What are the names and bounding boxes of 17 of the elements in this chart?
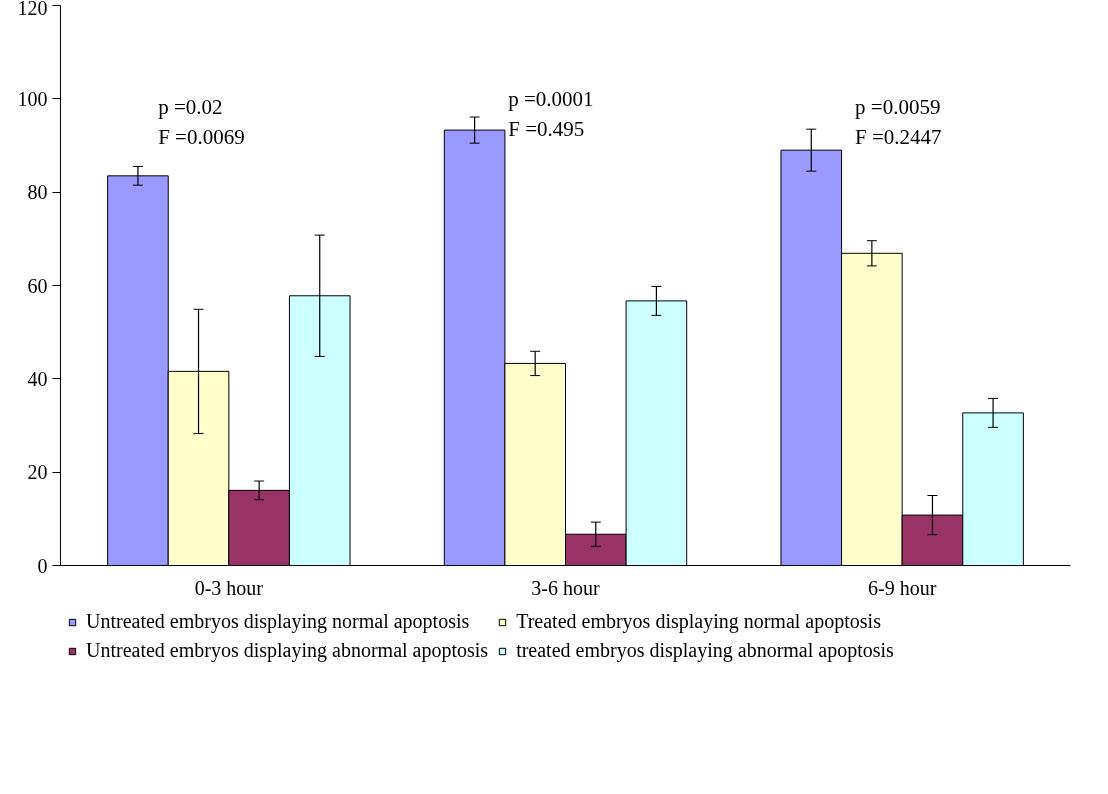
annotation: p =0.0001 F =0.495 bbox=[508, 86, 594, 141]
y-tick-label: 100 bbox=[17, 87, 48, 110]
legend-label: treated embryos displaying abnormal apoptosis bbox=[516, 639, 894, 662]
y-tick-label: 40 bbox=[27, 367, 48, 390]
y-tick-label: 80 bbox=[27, 181, 48, 204]
x-tick-label: 3-6 hour bbox=[531, 576, 600, 599]
y-tick-label: 60 bbox=[27, 274, 48, 297]
annotation: p =0.0059 F =0.2447 bbox=[855, 95, 942, 150]
legend-label: Untreated embryos displaying normal apoptosis bbox=[86, 610, 470, 633]
y-tick-label: 20 bbox=[27, 461, 48, 484]
legend-label: Untreated embryos displaying abnormal apoptosis bbox=[86, 639, 489, 662]
legend-label: Treated embryos displaying normal apoptosis bbox=[516, 610, 881, 633]
y-tick-label: 0 bbox=[37, 554, 48, 577]
x-tick-label: 6-9 hour bbox=[868, 576, 937, 599]
x-tick-label: 0-3 hour bbox=[194, 576, 264, 599]
annotation: p =0.02 F =0.0069 bbox=[158, 95, 245, 150]
y-tick-label: 120 bbox=[17, 0, 48, 19]
